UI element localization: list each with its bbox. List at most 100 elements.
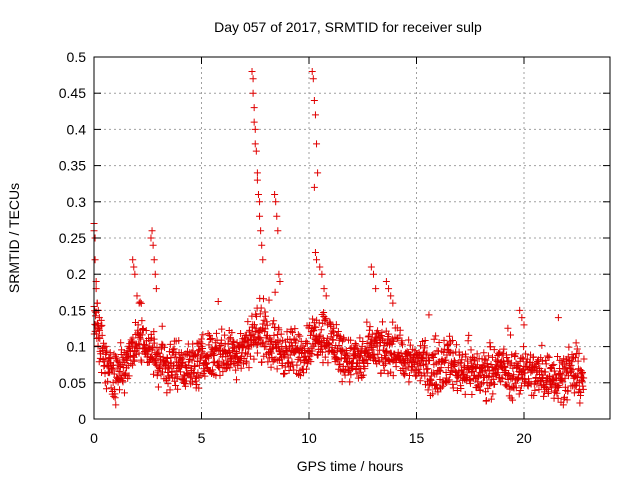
data-point [311, 323, 319, 331]
data-point [400, 360, 408, 368]
data-point [505, 382, 513, 390]
data-point [559, 378, 567, 386]
data-point [137, 356, 145, 364]
data-point [280, 370, 288, 378]
y-tick-label: 0.2 [67, 266, 87, 282]
data-point [322, 314, 330, 322]
data-point [293, 361, 301, 369]
data-point [374, 350, 382, 358]
data-point [97, 322, 105, 330]
data-point [95, 358, 103, 366]
data-point [154, 383, 162, 391]
data-point [480, 361, 488, 369]
data-point [276, 277, 284, 285]
data-point [371, 336, 379, 344]
data-point [105, 369, 113, 377]
data-point [150, 256, 158, 264]
data-point [98, 321, 106, 329]
data-point [106, 349, 114, 357]
data-point [354, 359, 362, 367]
data-point [444, 377, 452, 385]
x-tick-label: 20 [516, 430, 532, 446]
data-point [254, 191, 262, 199]
y-tick-label: 0.45 [59, 85, 86, 101]
y-axis-label: SRMTID / TECUs [6, 183, 22, 293]
data-point [555, 381, 563, 389]
data-point [98, 368, 106, 376]
data-point [424, 386, 432, 394]
data-point [461, 390, 469, 398]
data-point [181, 382, 189, 390]
data-point [256, 212, 264, 220]
data-point [514, 362, 522, 370]
data-point [311, 111, 319, 119]
data-point [91, 256, 99, 264]
y-tick-label: 0.15 [59, 302, 86, 318]
data-point [317, 326, 325, 334]
data-point [401, 370, 409, 378]
data-point [542, 360, 550, 368]
data-point [568, 355, 576, 363]
data-point [117, 339, 125, 347]
data-point [151, 270, 159, 278]
data-point [398, 337, 406, 345]
data-point [188, 349, 196, 357]
data-point [281, 369, 289, 377]
data-point [277, 330, 285, 338]
chart-title: Day 057 of 2017, SRMTID for receiver sul… [214, 19, 482, 35]
data-point [322, 292, 330, 300]
data-point [164, 363, 172, 371]
data-point [100, 343, 108, 351]
y-tick-label: 0.5 [67, 49, 87, 65]
data-point [429, 369, 437, 377]
data-point [573, 345, 581, 353]
data-point [538, 357, 546, 365]
data-point [135, 340, 143, 348]
data-point [406, 341, 414, 349]
data-point [316, 263, 324, 271]
data-point [372, 285, 380, 293]
data-point [442, 356, 450, 364]
data-point [480, 349, 488, 357]
data-point [497, 374, 505, 382]
data-point [355, 359, 363, 367]
data-point [352, 341, 360, 349]
data-point [436, 375, 444, 383]
data-point [290, 366, 298, 374]
data-point [575, 349, 583, 357]
data-point [118, 377, 126, 385]
data-point [163, 355, 171, 363]
data-point [242, 357, 250, 365]
data-point [201, 372, 209, 380]
data-point [465, 331, 473, 339]
data-point [416, 377, 424, 385]
data-point [477, 380, 485, 388]
data-point [256, 310, 264, 318]
data-point [228, 329, 236, 337]
data-point [512, 384, 520, 392]
data-point [253, 349, 261, 357]
data-point [290, 335, 298, 343]
data-point [547, 384, 555, 392]
data-point [210, 351, 218, 359]
data-point [425, 311, 433, 319]
data-point [392, 363, 400, 371]
data-point [314, 169, 322, 177]
data-point [165, 372, 173, 380]
data-point [383, 348, 391, 356]
data-point [96, 327, 104, 335]
data-point [570, 389, 578, 397]
data-point [489, 390, 497, 398]
data-point [577, 367, 585, 375]
data-point [109, 366, 117, 374]
data-point [562, 363, 570, 371]
data-point [133, 345, 141, 353]
data-point [467, 346, 475, 354]
data-point [422, 360, 430, 368]
data-point [432, 381, 440, 389]
data-point [243, 359, 251, 367]
data-point [258, 358, 266, 366]
data-point [482, 397, 490, 405]
data-point [359, 371, 367, 379]
data-point [433, 385, 441, 393]
